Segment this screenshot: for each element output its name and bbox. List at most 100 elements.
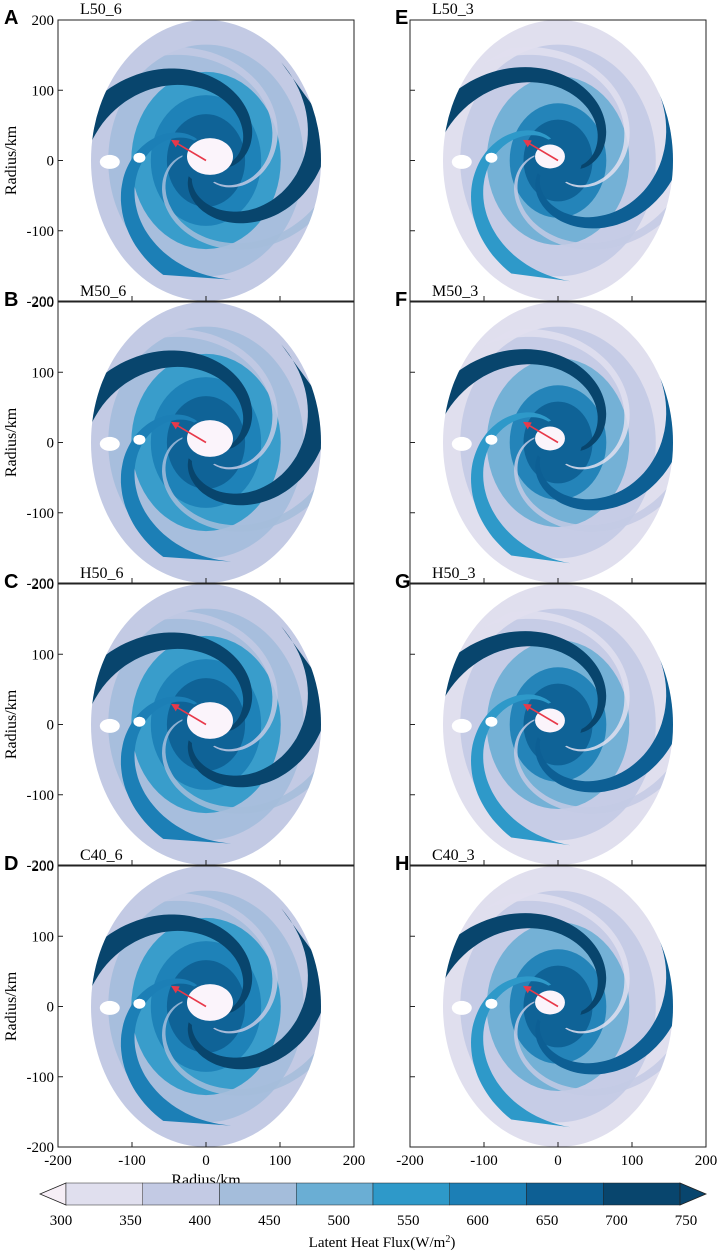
colorbar-tick-label: 400 bbox=[189, 1213, 212, 1229]
colorbar-tick-label: 350 bbox=[119, 1213, 142, 1229]
y-axis-label: Radius/km bbox=[3, 125, 20, 195]
panel-letter: E bbox=[395, 7, 408, 29]
island-shape bbox=[485, 716, 498, 727]
colorbar-tick-label: 600 bbox=[466, 1213, 489, 1229]
colorbar-tick-label: 500 bbox=[328, 1213, 351, 1229]
panel-title: L50_6 bbox=[80, 1, 122, 18]
colorbar-segment bbox=[526, 1182, 604, 1206]
storm-eye bbox=[187, 420, 233, 457]
colorbar-segment bbox=[219, 1182, 297, 1206]
panel-letter: G bbox=[395, 571, 411, 593]
x-tick-label: -100 bbox=[470, 1153, 498, 1169]
colorbar-tick-label: 750 bbox=[675, 1213, 698, 1229]
colorbar-tick-label: 300 bbox=[50, 1213, 73, 1229]
storm-eye bbox=[187, 138, 233, 175]
spiral-band bbox=[187, 908, 321, 1070]
y-tick-label: -200 bbox=[27, 576, 55, 592]
y-tick-label: 200 bbox=[32, 13, 55, 29]
x-tick-label: 0 bbox=[554, 1153, 562, 1169]
spiral-band bbox=[443, 349, 607, 457]
colorbar-extend-high bbox=[679, 1182, 708, 1206]
island-shape bbox=[99, 436, 120, 451]
x-tick-label: -200 bbox=[396, 1153, 424, 1169]
panel-B: B M50_6 200 100 0 -100 -200 Radius/km bbox=[3, 283, 355, 592]
spiral-band bbox=[535, 78, 673, 229]
flux-field bbox=[91, 584, 321, 865]
panel-D: D C40_6 200 100 0 -100 -200 Radius/km -200 -100 0 1… bbox=[3, 847, 365, 1189]
panel-E: E L50_3 bbox=[395, 1, 707, 302]
x-tick-label: 200 bbox=[343, 1153, 366, 1169]
motion-arrow bbox=[522, 139, 559, 162]
spiral-band bbox=[443, 913, 607, 1021]
y-tick-label: 100 bbox=[32, 647, 55, 663]
motion-arrow bbox=[170, 421, 207, 444]
island-shape bbox=[485, 152, 498, 163]
y-tick-label: 100 bbox=[32, 365, 55, 381]
x-tick-label: -200 bbox=[44, 1153, 72, 1169]
y-tick-label: 200 bbox=[32, 859, 55, 875]
colorbar-segment bbox=[603, 1182, 681, 1206]
colorbar-tick-label: 650 bbox=[536, 1213, 559, 1229]
colorbar-segment bbox=[296, 1182, 374, 1206]
y-tick-label: -100 bbox=[27, 1070, 55, 1086]
spiral-band bbox=[471, 412, 571, 564]
colorbar-segment bbox=[372, 1182, 450, 1206]
y-axis-label: Radius/km bbox=[3, 407, 20, 477]
x-tick-label: 0 bbox=[202, 1153, 210, 1169]
colorbar: 300 350 400 450 500 550 600 650 700 750 Latent Hea… bbox=[38, 1182, 708, 1252]
spiral-band bbox=[120, 696, 232, 844]
spiral-band bbox=[120, 978, 232, 1126]
x-tick-label: -100 bbox=[118, 1153, 146, 1169]
y-tick-label: -200 bbox=[27, 1140, 55, 1156]
panel-title: M50_3 bbox=[432, 283, 478, 300]
spiral-band bbox=[187, 344, 321, 506]
y-tick-label: -100 bbox=[27, 788, 55, 804]
y-tick-label: 100 bbox=[32, 929, 55, 945]
x-tick-label: 100 bbox=[621, 1153, 644, 1169]
panel-C: C H50_6 200 100 0 -100 -200 Radius/km bbox=[3, 565, 355, 874]
spiral-band bbox=[471, 694, 571, 846]
y-axis-label: Radius/km bbox=[3, 971, 20, 1041]
x-tick-label: 100 bbox=[269, 1153, 292, 1169]
storm-eye bbox=[187, 984, 233, 1021]
y-tick-label: -100 bbox=[27, 224, 55, 240]
y-tick-label: 0 bbox=[47, 718, 55, 734]
motion-arrow bbox=[170, 703, 207, 726]
spiral-band bbox=[120, 414, 232, 562]
panel-letter: C bbox=[4, 571, 18, 593]
y-tick-label: -200 bbox=[27, 294, 55, 310]
panel-letter: F bbox=[395, 289, 407, 311]
island-shape bbox=[451, 718, 472, 733]
island-shape bbox=[485, 434, 498, 445]
colorbar-tick-label: 550 bbox=[397, 1213, 420, 1229]
y-tick-label: 200 bbox=[32, 295, 55, 311]
spiral-band bbox=[91, 350, 253, 469]
colorbar-segment bbox=[142, 1182, 220, 1206]
island-shape bbox=[451, 436, 472, 451]
panel-letter: A bbox=[4, 7, 18, 29]
panel-title: C40_6 bbox=[80, 847, 123, 864]
colorbar-label: Latent Heat Flux(W/m2) bbox=[309, 1234, 456, 1252]
panel-title: H50_6 bbox=[80, 565, 124, 582]
spiral-band bbox=[91, 632, 253, 751]
panels: A L50_6 200 100 0 -100 -200 Radius/km B M50_6 200 1… bbox=[3, 1, 717, 1189]
spiral-band bbox=[535, 360, 673, 511]
island-shape bbox=[133, 998, 146, 1009]
spiral-band bbox=[91, 68, 253, 187]
spiral-band bbox=[443, 67, 607, 175]
island-shape bbox=[133, 716, 146, 727]
island-shape bbox=[99, 718, 120, 733]
x-tick-label: 200 bbox=[695, 1153, 718, 1169]
colorbar-segment bbox=[449, 1182, 527, 1206]
y-tick-label: -200 bbox=[27, 858, 55, 874]
panel-G: G H50_3 bbox=[395, 565, 707, 866]
island-shape bbox=[99, 1000, 120, 1015]
panel-title: H50_3 bbox=[432, 565, 476, 582]
colorbar-tick-label: 700 bbox=[605, 1213, 628, 1229]
motion-arrow bbox=[170, 139, 207, 162]
y-tick-label: 200 bbox=[32, 577, 55, 593]
storm-eye bbox=[187, 702, 233, 739]
motion-arrow bbox=[522, 985, 559, 1008]
spiral-band bbox=[471, 130, 571, 282]
